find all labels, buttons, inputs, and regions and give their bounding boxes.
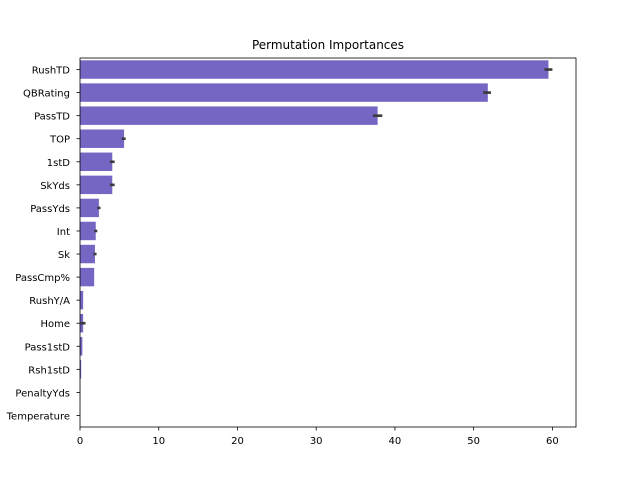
x-tick-label: 40	[389, 436, 402, 447]
y-tick-label: Home	[40, 319, 70, 330]
bar	[80, 129, 125, 148]
y-tick-label: Temperature	[6, 411, 70, 422]
bar	[80, 267, 95, 287]
y-tick-label: PassTD	[34, 112, 70, 123]
y-tick-label: RushTD	[32, 66, 70, 77]
x-tick-label: 30	[310, 436, 323, 447]
x-tick-label: 50	[467, 436, 480, 447]
y-tick-label: 1stD	[47, 158, 70, 169]
plot-frame	[79, 57, 577, 428]
y-tick-label: QBRating	[23, 89, 70, 100]
bar	[80, 244, 95, 264]
y-tick-label: PassCmp%	[15, 273, 70, 284]
y-tick-label: TOP	[49, 135, 70, 146]
bar	[80, 83, 488, 102]
bar	[80, 360, 82, 379]
bar	[80, 198, 99, 218]
y-tick-label: RushY/A	[29, 296, 70, 307]
x-tick-label: 0	[77, 436, 83, 447]
y-axis-ticks: RushTD QBRating PassTD TOP 1stD SkYds PassYds I…	[6, 66, 80, 422]
bar	[80, 175, 113, 195]
bar	[80, 106, 378, 125]
bar	[80, 221, 96, 241]
y-tick-label: PassYds	[30, 204, 70, 215]
bars-group	[80, 60, 549, 425]
y-tick-label: Int	[57, 227, 70, 238]
x-tick-label: 10	[152, 436, 165, 447]
y-tick-label: Rsh1stD	[28, 365, 70, 376]
bar	[80, 60, 549, 79]
y-tick-label: PenaltyYds	[15, 388, 70, 399]
y-tick-label: Pass1stD	[25, 342, 71, 353]
bar	[80, 337, 83, 356]
chart-title: Permutation Importances	[252, 38, 404, 52]
x-tick-label: 20	[231, 436, 244, 447]
y-tick-label: Sk	[58, 250, 70, 261]
error-bars-group	[80, 68, 553, 325]
bar	[80, 152, 113, 172]
y-tick-label: SkYds	[40, 181, 70, 192]
x-axis-ticks: 0 10 20 30 40 50 60	[77, 427, 559, 447]
bar	[80, 290, 84, 310]
x-tick-label: 60	[546, 436, 559, 447]
